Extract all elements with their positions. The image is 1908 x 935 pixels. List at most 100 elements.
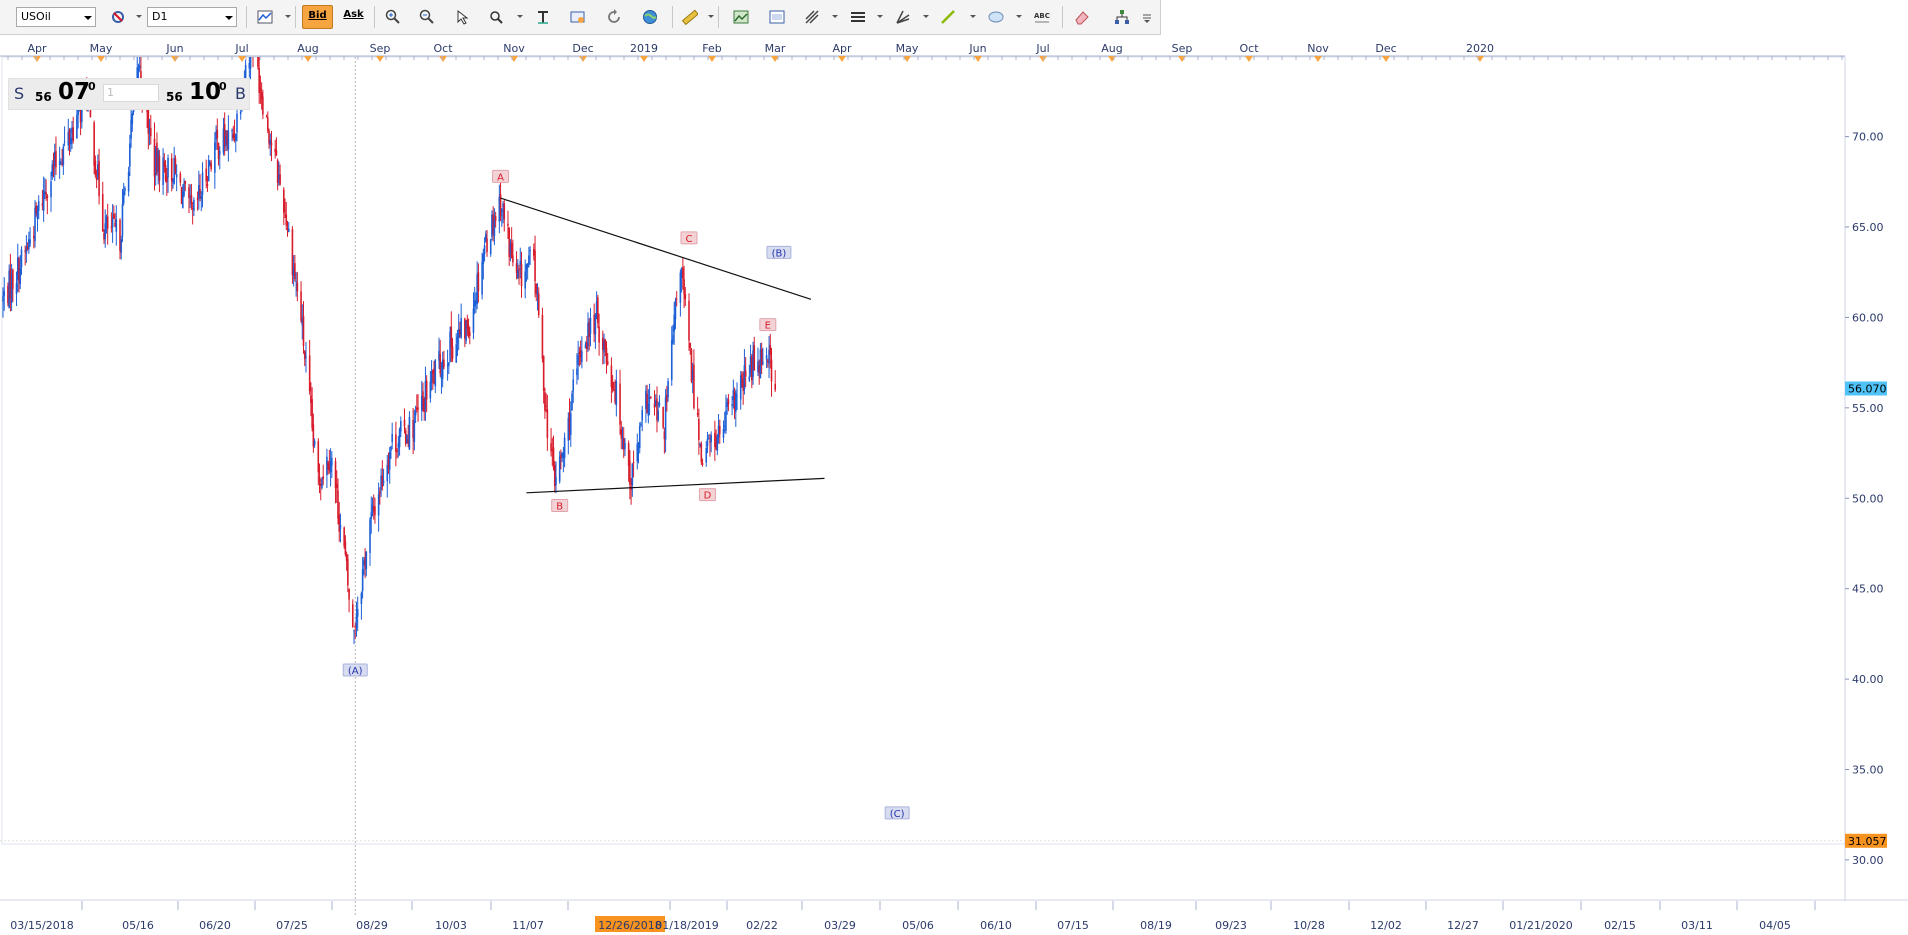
chevron-down-icon[interactable] (517, 15, 523, 18)
chevron-down-icon[interactable] (832, 15, 838, 18)
abc-labels-button[interactable]: ABC (1030, 5, 1054, 29)
globe-button[interactable] (638, 5, 662, 29)
chevron-down-icon[interactable] (136, 15, 142, 18)
buy-price-pips[interactable]: 10 (189, 79, 222, 105)
candle-body (519, 261, 522, 266)
candle-body (93, 122, 95, 166)
ask-button[interactable]: Ask (338, 5, 369, 29)
chart-properties-button[interactable] (729, 5, 753, 29)
date-label: 12/26/2018 (598, 919, 661, 932)
zoom-in-button[interactable] (381, 5, 405, 29)
month-marker (439, 56, 447, 62)
candle-body (231, 129, 233, 132)
candle-body (709, 441, 711, 443)
line-button[interactable] (936, 5, 960, 29)
bid-button[interactable]: Bid (302, 5, 333, 29)
date-label: 02/15 (1604, 919, 1636, 932)
buy-label[interactable]: B (235, 84, 246, 103)
templates-button[interactable] (765, 5, 789, 29)
sell-price-pips[interactable]: 07 (58, 79, 91, 105)
buy-price-big[interactable]: 56 (166, 90, 183, 104)
candle-body (647, 404, 650, 416)
sell-price-big[interactable]: 56 (35, 90, 52, 104)
chevron-down-icon[interactable] (923, 15, 929, 18)
date-label: 08/19 (1140, 919, 1172, 932)
candle-body (69, 137, 72, 145)
cursor-button[interactable] (451, 5, 475, 29)
candle-body (32, 235, 35, 239)
price-chart[interactable]: 30.00 35.00 40.00 45.00 50.00 55.00 60.00 65.00… (0, 35, 1908, 935)
refresh-button[interactable] (602, 5, 626, 29)
month-label: Jun (165, 42, 183, 55)
candle-body (767, 360, 769, 363)
candle-body (509, 242, 512, 254)
globe-icon (643, 10, 657, 24)
candle-body (61, 162, 63, 164)
text-button[interactable] (531, 5, 555, 29)
candle-body (499, 194, 502, 217)
ruler-button[interactable] (678, 5, 702, 29)
ellipse-button[interactable] (984, 5, 1008, 29)
chevron-down-icon[interactable] (970, 15, 976, 18)
amount-input[interactable]: 1 (103, 84, 159, 102)
chevron-down-icon[interactable] (708, 15, 714, 18)
separator (1062, 6, 1063, 28)
hierarchy-button[interactable] (1110, 5, 1134, 29)
bars-button[interactable] (846, 5, 870, 29)
candle-body (640, 423, 642, 425)
account-button[interactable] (106, 5, 130, 29)
symbol-select[interactable]: USOil (16, 7, 96, 27)
candle-body (234, 134, 237, 141)
candle-body (120, 239, 123, 253)
candle-body (239, 111, 242, 115)
candle-body (414, 411, 417, 416)
candle-body (741, 373, 743, 378)
candle-body (269, 140, 272, 145)
chevron-down-icon[interactable] (877, 15, 883, 18)
date-label: 07/25 (276, 919, 308, 932)
month-label: 2019 (630, 42, 658, 55)
candle-body (441, 359, 444, 379)
candle-body (716, 435, 719, 451)
timeframe-select[interactable]: D1 (147, 7, 237, 27)
sell-label[interactable]: S (14, 84, 25, 103)
tools-button[interactable] (800, 5, 824, 29)
wave-label: (B) (772, 248, 787, 259)
more-button[interactable] (1140, 5, 1156, 29)
candle-body (476, 274, 478, 305)
candle-body (174, 158, 177, 173)
month-label: Sep (370, 42, 391, 55)
candle-body (157, 150, 159, 173)
wave-label: (C) (890, 809, 905, 820)
candle-body (257, 57, 259, 68)
y-tick-label: 45.00 (1852, 583, 1884, 596)
candle-body (666, 394, 668, 403)
zoom-out-button[interactable] (415, 5, 439, 29)
candle-body (283, 189, 285, 213)
candle-body (18, 259, 20, 282)
candle-body (322, 476, 325, 479)
screenshot-button[interactable] (566, 5, 590, 29)
quote-panel: S 56 07 0 1 56 10 0 B (8, 78, 250, 110)
candle-body (260, 92, 263, 100)
separator (295, 6, 296, 28)
wave-label-box (766, 245, 792, 259)
chevron-down-icon[interactable] (1016, 15, 1022, 18)
chevron-down-icon[interactable] (285, 15, 291, 18)
candle-body (103, 232, 105, 240)
candle-body (508, 227, 510, 258)
indicators-button[interactable] (253, 5, 277, 29)
candle-body (184, 180, 187, 184)
candle-body (343, 527, 345, 546)
plot-area (1, 56, 1846, 845)
zoom-area-button[interactable] (484, 5, 508, 29)
month-marker (171, 56, 179, 62)
candle-body (67, 132, 70, 146)
candle-body (475, 301, 477, 304)
candle-body (733, 391, 736, 410)
candle-body (104, 223, 107, 239)
eraser-button[interactable] (1070, 5, 1094, 29)
date-label: 12/02 (1370, 919, 1402, 932)
fibonacci-button[interactable] (891, 5, 915, 29)
candle-body (395, 434, 397, 452)
